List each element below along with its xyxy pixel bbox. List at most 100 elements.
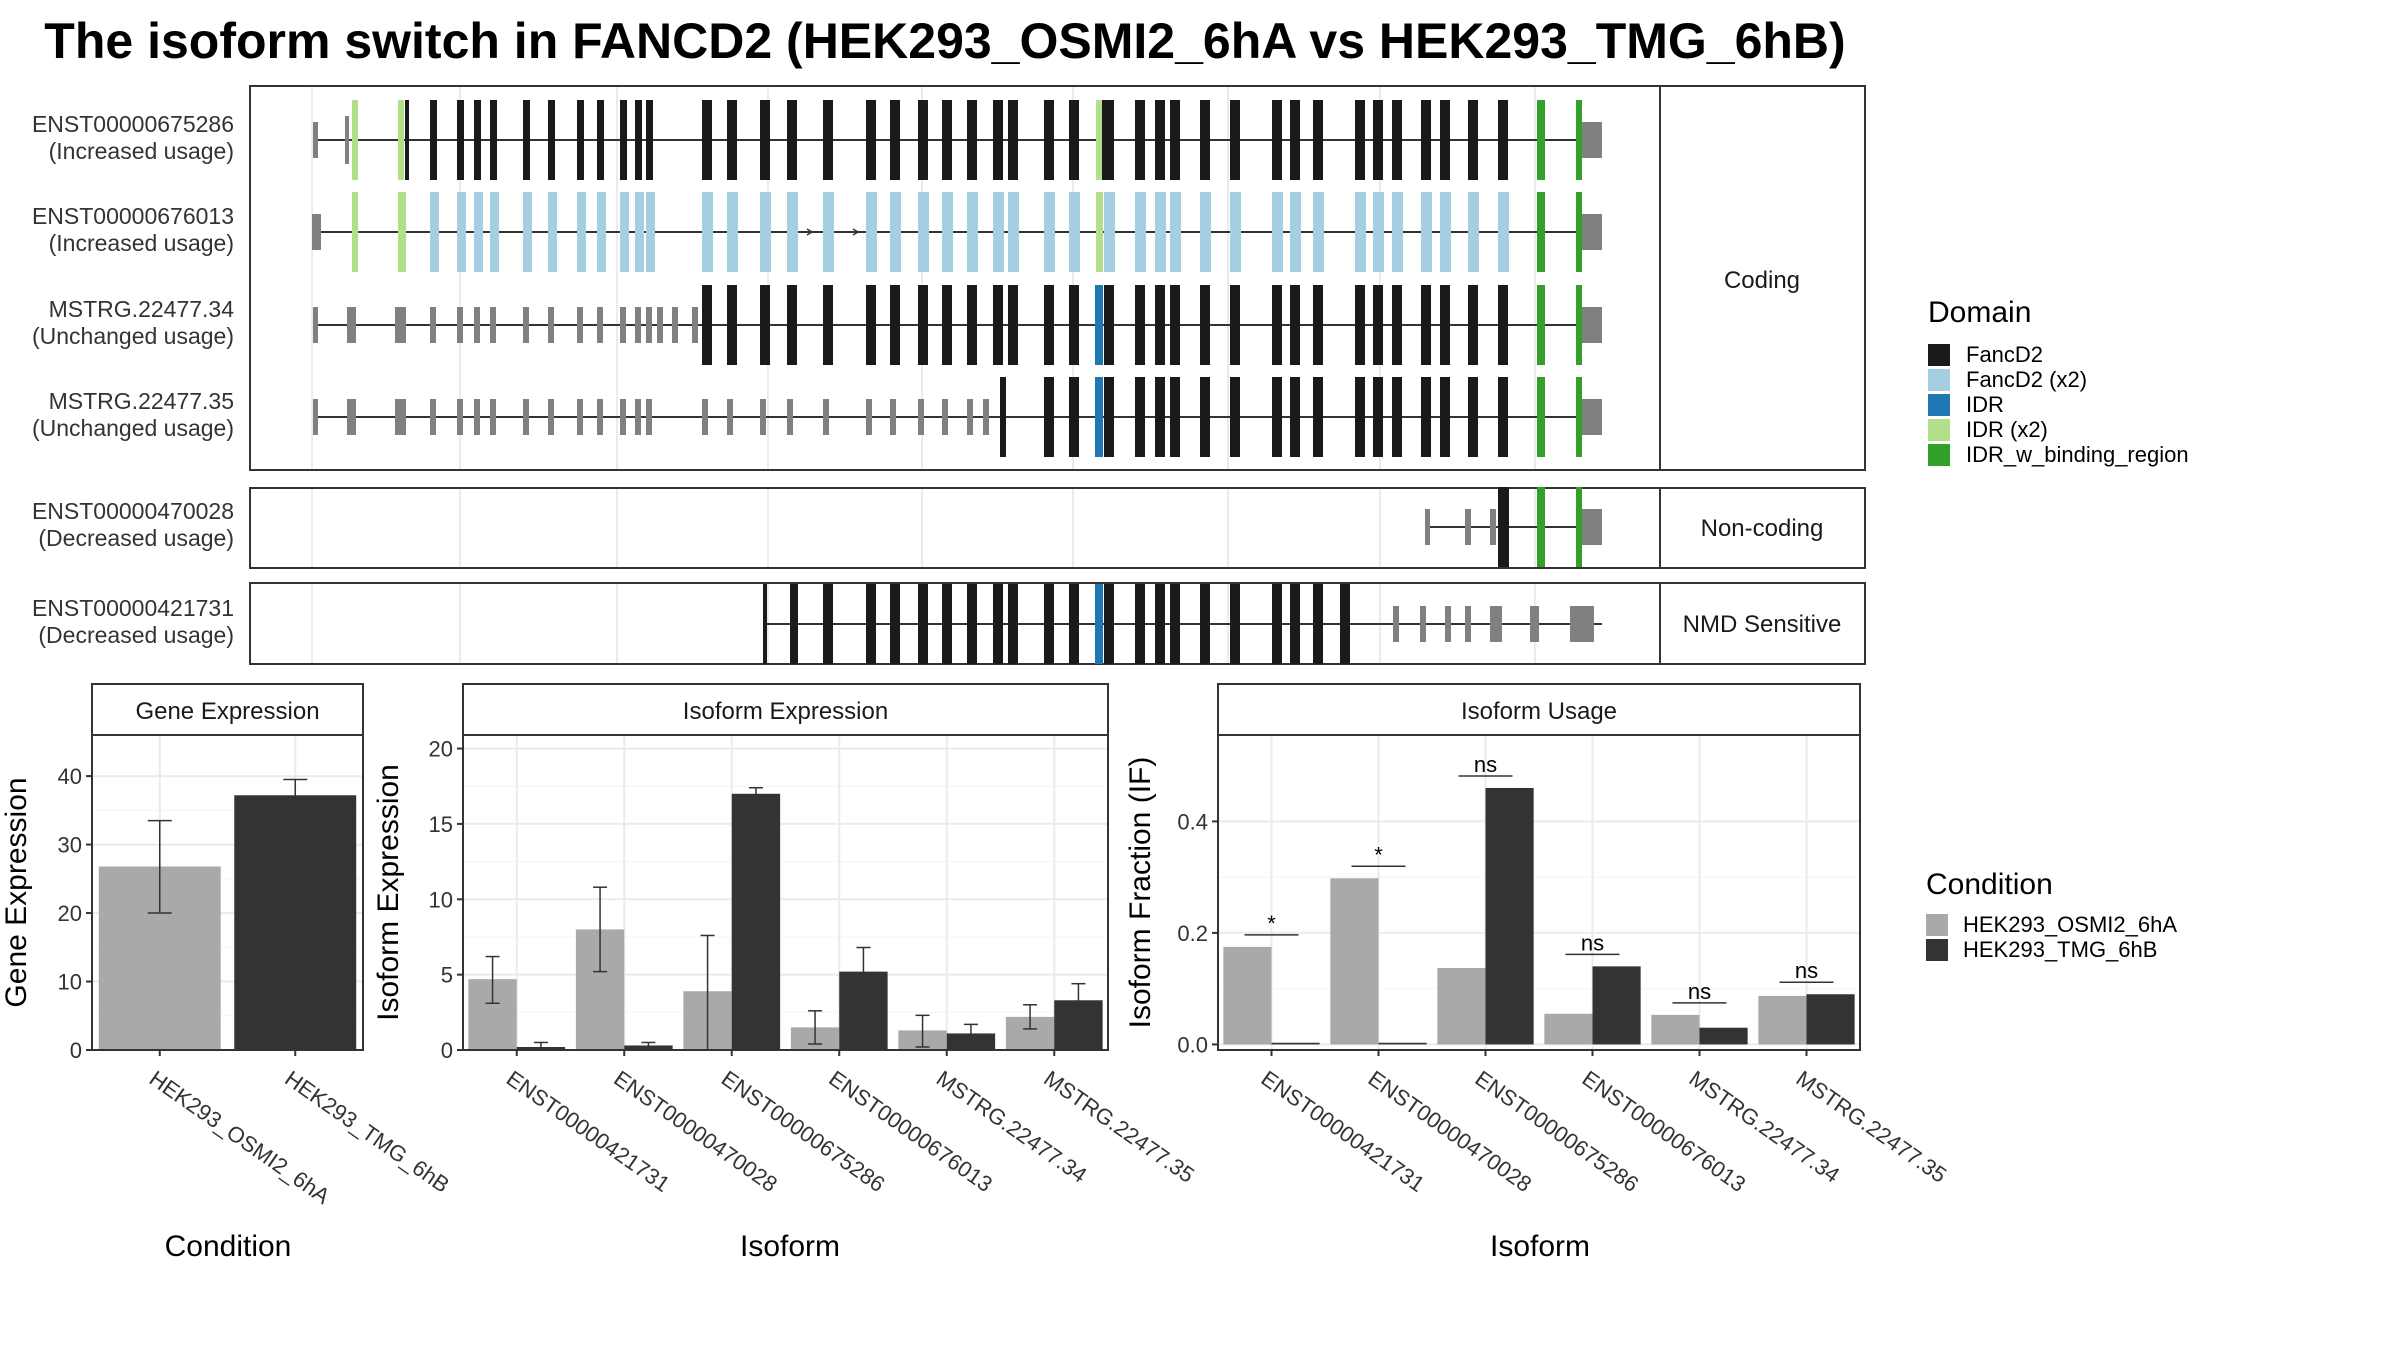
bar: [1699, 1027, 1748, 1045]
y-tick-label: 0: [441, 1038, 453, 1063]
exon: [635, 192, 644, 272]
transcript-id: ENST00000675286: [32, 111, 234, 137]
domain-legend-label: IDR (x2): [1966, 417, 2048, 442]
facet-strip: [1659, 487, 1866, 569]
exon: [1421, 100, 1431, 180]
exon: [787, 285, 797, 365]
exon: [866, 399, 872, 435]
exon: [523, 192, 532, 272]
exon: [823, 399, 829, 435]
exon: [1272, 285, 1282, 365]
exon: [635, 307, 641, 343]
transcript-id: ENST00000676013: [32, 203, 234, 229]
exon: [1155, 377, 1165, 457]
x-axis-title: Isoform: [1490, 1230, 1590, 1263]
exon: [1355, 100, 1365, 180]
domain-legend-key: [1928, 444, 1950, 466]
chart-strip: [91, 683, 364, 736]
exon: [890, 584, 900, 664]
exon: [620, 192, 629, 272]
exon: [1498, 487, 1509, 567]
exon: [474, 100, 481, 180]
exon: [1044, 285, 1054, 365]
exon: [787, 192, 798, 272]
condition-legend-label: HEK293_TMG_6hB: [1963, 937, 2157, 962]
transcript-row: ENST00000675286(Increased usage): [32, 100, 1602, 180]
transcript-id: MSTRG.22477.35: [49, 388, 234, 414]
exon: [1490, 606, 1502, 642]
transcript-usage: (Unchanged usage): [32, 323, 234, 349]
exon: [1465, 509, 1471, 545]
exon: [1537, 100, 1545, 180]
exon: [347, 399, 356, 435]
exon: [1135, 377, 1145, 457]
exon: [474, 399, 480, 435]
chart-border: [91, 734, 364, 1051]
exon: [1313, 285, 1323, 365]
chart-border: [462, 734, 1109, 1051]
domain-legend-label: IDR_w_binding_region: [1966, 442, 2189, 467]
exon: [1392, 192, 1403, 272]
exon: [1069, 285, 1079, 365]
facet-strip: [1659, 85, 1866, 471]
transcript-row: MSTRG.22477.34(Unchanged usage): [32, 285, 1602, 365]
exon: [1044, 192, 1055, 272]
exon: [702, 192, 713, 272]
exon: [1069, 584, 1079, 664]
exon: [1582, 122, 1602, 158]
exon: [457, 307, 463, 343]
exon: [620, 100, 627, 180]
exon: [1170, 100, 1180, 180]
exon: [760, 100, 770, 180]
exon: [1200, 285, 1210, 365]
exon: [727, 100, 737, 180]
exon: [1230, 100, 1240, 180]
exon: [1155, 100, 1165, 180]
exon: [1373, 192, 1384, 272]
exon: [1421, 285, 1431, 365]
chart-isoform-usage: Isoform Usage0.00.20.4**nsnsnsnsENST0000…: [1124, 683, 1951, 1263]
exon: [702, 285, 712, 365]
exon: [1576, 487, 1582, 567]
x-axis-title: Isoform: [740, 1230, 840, 1263]
domain-legend-key: [1928, 394, 1950, 416]
exon: [918, 100, 928, 180]
exon: [967, 399, 973, 435]
exon: [1095, 285, 1103, 365]
exon: [490, 100, 497, 180]
exon: [646, 307, 652, 343]
exon: [1355, 377, 1365, 457]
chart-title: Gene Expression: [135, 698, 319, 725]
exon: [993, 192, 1004, 272]
exon: [1313, 192, 1324, 272]
exon: [1008, 192, 1019, 272]
condition-legend-label: HEK293_OSMI2_6hA: [1963, 912, 2177, 937]
exon: [692, 307, 698, 343]
condition-legend-key: [1926, 939, 1948, 961]
domain-legend-label: FancD2 (x2): [1966, 367, 2087, 392]
exon: [790, 584, 798, 664]
exon: [1230, 377, 1240, 457]
exon: [763, 584, 767, 664]
exon: [1230, 584, 1240, 664]
exon: [1468, 285, 1478, 365]
exon: [646, 100, 653, 180]
exon: [1135, 584, 1145, 664]
exon: [1576, 100, 1582, 180]
exon: [523, 307, 529, 343]
strand-arrow: [852, 228, 860, 236]
exon: [620, 307, 626, 343]
exon: [672, 307, 678, 343]
exon: [523, 399, 529, 435]
exon: [352, 192, 358, 272]
y-tick-label: 20: [58, 901, 82, 926]
exon: [727, 285, 737, 365]
exon: [890, 100, 900, 180]
exon: [918, 399, 924, 435]
exon: [657, 307, 663, 343]
exon: [1170, 584, 1180, 664]
exon: [577, 192, 586, 272]
exon: [646, 399, 652, 435]
exon: [1537, 487, 1545, 567]
